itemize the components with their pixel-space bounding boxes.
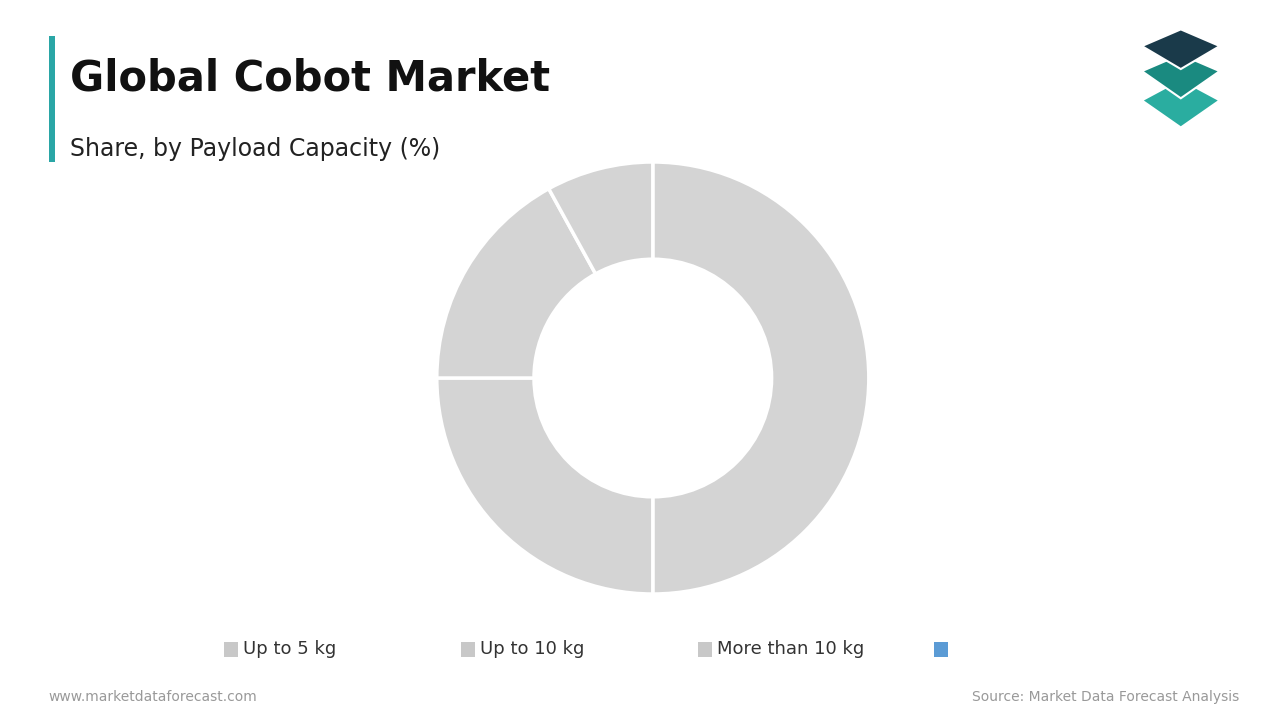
Text: Up to 5 kg: Up to 5 kg [243, 641, 337, 658]
Text: Up to 10 kg: Up to 10 kg [480, 641, 585, 658]
Text: www.marketdataforecast.com: www.marketdataforecast.com [49, 690, 257, 704]
Wedge shape [653, 162, 869, 594]
Wedge shape [436, 189, 595, 378]
Polygon shape [1142, 30, 1220, 69]
Polygon shape [1142, 55, 1220, 98]
Text: Source: Market Data Forecast Analysis: Source: Market Data Forecast Analysis [972, 690, 1239, 704]
Text: Share, by Payload Capacity (%): Share, by Payload Capacity (%) [70, 137, 440, 161]
Text: More than 10 kg: More than 10 kg [717, 641, 864, 658]
Wedge shape [549, 162, 653, 274]
Polygon shape [1142, 79, 1220, 127]
Wedge shape [436, 378, 653, 594]
Text: Global Cobot Market: Global Cobot Market [70, 58, 550, 99]
